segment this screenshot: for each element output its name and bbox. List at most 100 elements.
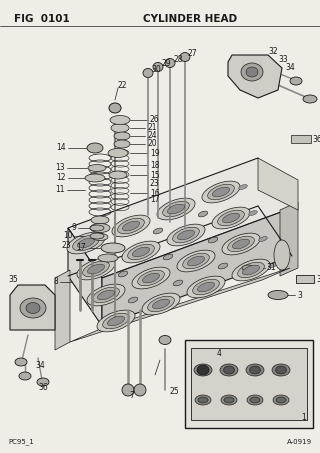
Polygon shape: [68, 158, 292, 278]
Text: 19: 19: [150, 149, 160, 158]
Ellipse shape: [103, 313, 129, 329]
Text: 25: 25: [170, 387, 180, 396]
Polygon shape: [228, 55, 282, 98]
Ellipse shape: [194, 364, 212, 376]
Text: 28: 28: [173, 56, 182, 64]
Ellipse shape: [193, 279, 219, 295]
Text: 20: 20: [147, 140, 156, 149]
Ellipse shape: [109, 171, 127, 179]
Text: 34: 34: [35, 361, 45, 370]
Text: 18: 18: [150, 160, 159, 169]
Text: A-0919: A-0919: [287, 439, 312, 445]
Ellipse shape: [222, 213, 240, 223]
Ellipse shape: [109, 103, 121, 113]
Ellipse shape: [111, 124, 129, 132]
Ellipse shape: [276, 397, 286, 403]
Ellipse shape: [246, 364, 264, 376]
Text: FIG  0101: FIG 0101: [14, 14, 70, 24]
Ellipse shape: [276, 366, 286, 374]
Ellipse shape: [98, 254, 118, 262]
Text: 36: 36: [38, 384, 48, 392]
Polygon shape: [55, 270, 70, 350]
Ellipse shape: [197, 282, 215, 292]
Ellipse shape: [132, 247, 149, 257]
Ellipse shape: [67, 232, 105, 254]
Text: 17: 17: [150, 196, 160, 204]
Ellipse shape: [188, 256, 204, 266]
Text: 4: 4: [217, 350, 222, 358]
Ellipse shape: [195, 395, 211, 405]
Polygon shape: [10, 285, 55, 330]
Ellipse shape: [224, 397, 234, 403]
Text: 32: 32: [268, 48, 278, 57]
Text: 21: 21: [147, 124, 156, 132]
Text: 23: 23: [61, 241, 71, 250]
Ellipse shape: [268, 290, 288, 299]
Ellipse shape: [250, 366, 260, 374]
Ellipse shape: [157, 198, 195, 220]
Text: 16: 16: [150, 188, 160, 198]
Ellipse shape: [152, 299, 170, 309]
Text: 11: 11: [55, 185, 65, 194]
Ellipse shape: [259, 236, 267, 241]
Text: 12: 12: [57, 173, 66, 183]
Ellipse shape: [218, 210, 244, 226]
Ellipse shape: [97, 310, 135, 332]
Ellipse shape: [93, 287, 119, 303]
Ellipse shape: [118, 271, 128, 277]
Ellipse shape: [232, 259, 270, 281]
Ellipse shape: [159, 336, 171, 344]
Ellipse shape: [143, 68, 153, 77]
Ellipse shape: [274, 240, 290, 270]
Text: CYLINDER HEAD: CYLINDER HEAD: [143, 14, 237, 24]
Ellipse shape: [238, 262, 264, 278]
Text: 37: 37: [316, 275, 320, 284]
Text: 27: 27: [188, 49, 198, 58]
Polygon shape: [102, 208, 292, 326]
Text: 8: 8: [53, 278, 58, 286]
Text: 29: 29: [161, 59, 171, 68]
Text: 10: 10: [63, 231, 73, 241]
Polygon shape: [68, 228, 102, 326]
Ellipse shape: [123, 221, 140, 231]
Ellipse shape: [87, 284, 125, 306]
Bar: [296, 275, 314, 283]
Ellipse shape: [132, 267, 170, 289]
Ellipse shape: [122, 241, 160, 263]
Ellipse shape: [83, 261, 109, 277]
Ellipse shape: [167, 204, 185, 214]
Ellipse shape: [239, 184, 247, 189]
Ellipse shape: [180, 53, 190, 62]
Ellipse shape: [91, 216, 109, 224]
Ellipse shape: [290, 77, 302, 85]
Bar: [291, 135, 311, 143]
Bar: [185, 340, 313, 428]
Ellipse shape: [114, 140, 130, 148]
Ellipse shape: [128, 244, 154, 260]
Ellipse shape: [153, 228, 163, 234]
Ellipse shape: [241, 63, 263, 81]
Ellipse shape: [223, 366, 235, 374]
Ellipse shape: [134, 384, 146, 396]
Text: 15: 15: [150, 170, 160, 179]
Text: 24: 24: [147, 131, 156, 140]
Ellipse shape: [269, 263, 277, 267]
Ellipse shape: [197, 366, 209, 374]
Ellipse shape: [87, 264, 105, 274]
Ellipse shape: [142, 293, 180, 315]
Ellipse shape: [128, 297, 138, 303]
Ellipse shape: [250, 397, 260, 403]
Ellipse shape: [148, 296, 174, 312]
Ellipse shape: [165, 58, 175, 67]
Ellipse shape: [37, 378, 49, 386]
Text: 30: 30: [151, 66, 161, 74]
Ellipse shape: [167, 224, 205, 246]
Text: 33: 33: [278, 56, 288, 64]
Ellipse shape: [303, 95, 317, 103]
Ellipse shape: [228, 236, 254, 252]
Ellipse shape: [85, 174, 105, 182]
Ellipse shape: [173, 227, 199, 243]
Ellipse shape: [15, 358, 27, 366]
Polygon shape: [280, 202, 298, 276]
Text: 23: 23: [150, 178, 160, 188]
